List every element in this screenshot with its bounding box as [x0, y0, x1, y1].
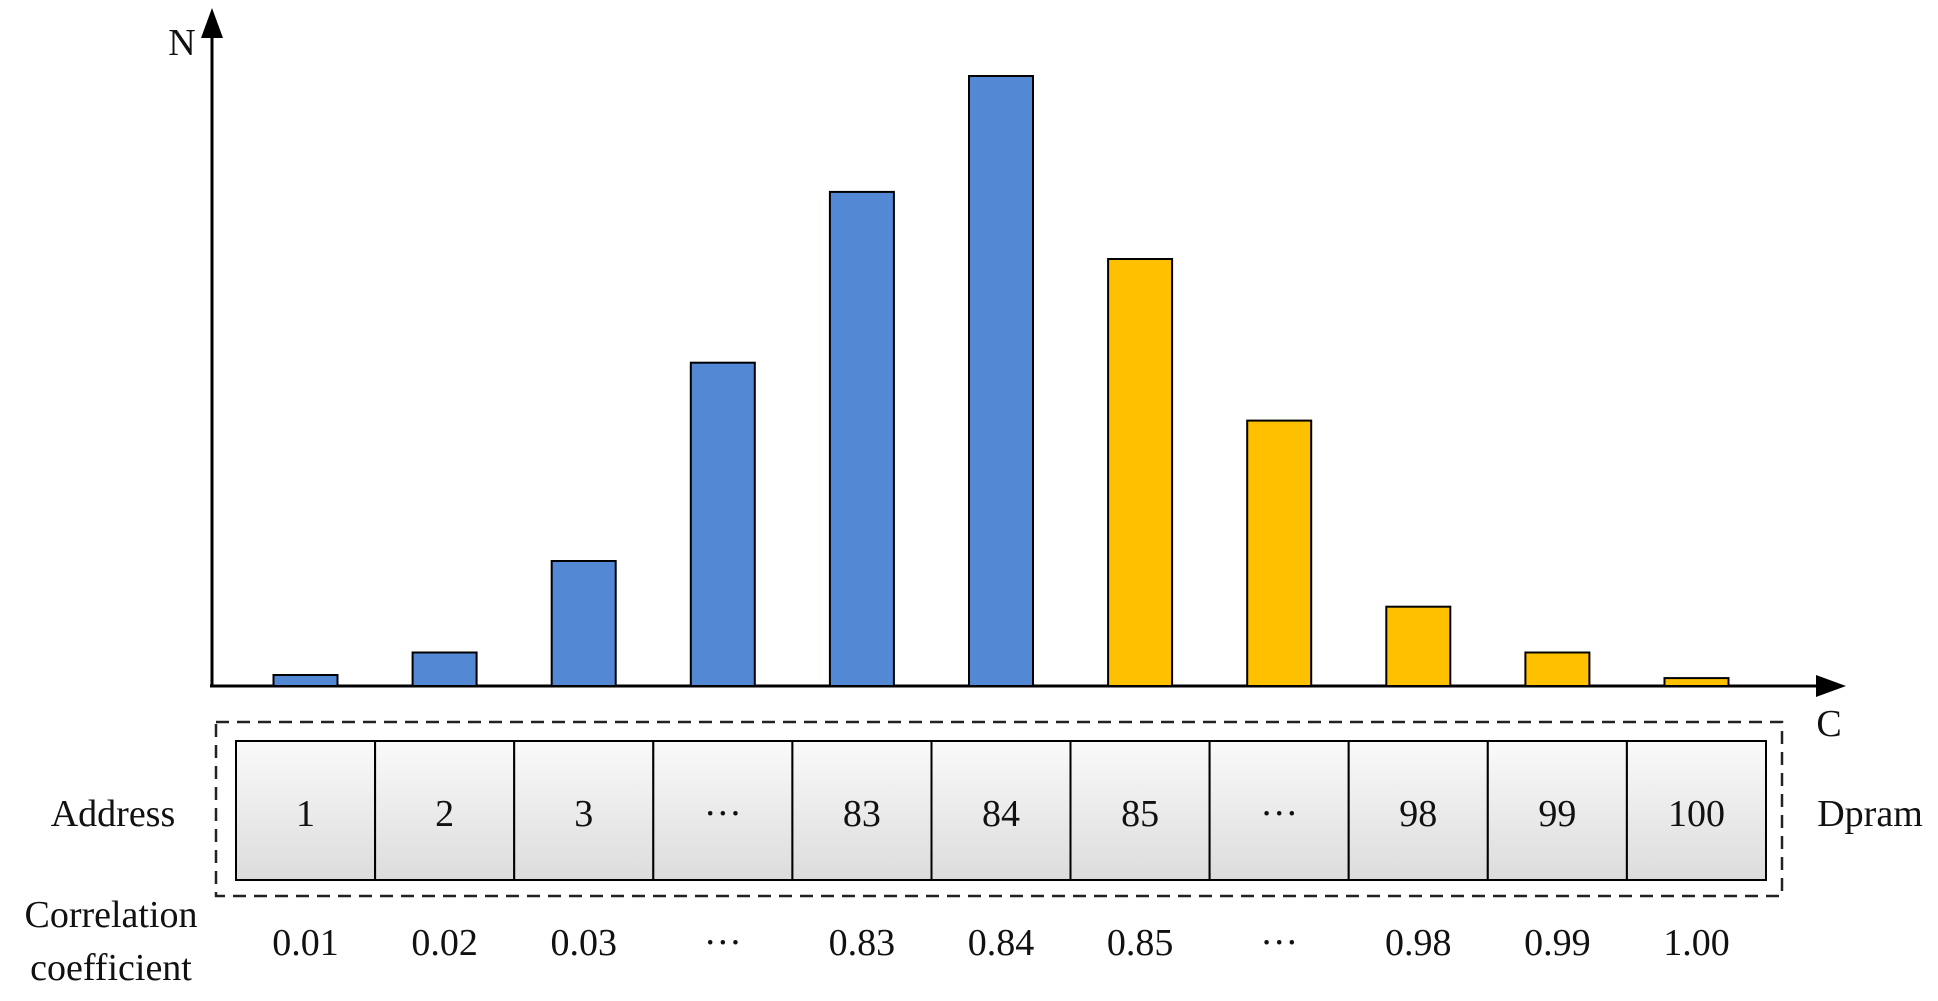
coefficient-value-3: 0.03	[550, 922, 617, 964]
dpram-label: Dpram	[1817, 793, 1923, 835]
address-cell-2	[374, 740, 516, 881]
address-cell-11	[1625, 740, 1768, 881]
bar-3	[550, 560, 617, 687]
x-axis-arrowhead	[1816, 675, 1846, 697]
address-cell-4	[652, 740, 794, 881]
address-value-1: 1	[296, 793, 315, 835]
bar-8	[1246, 419, 1313, 687]
correlation-label-line2: coefficient	[30, 947, 192, 989]
bar-4	[689, 361, 756, 687]
bar-7	[1107, 258, 1174, 687]
address-label: Address	[51, 793, 176, 835]
address-cell-8	[1208, 740, 1350, 881]
x-axis-label: C	[1816, 703, 1841, 745]
address-value-5: 83	[843, 793, 881, 835]
address-value-4: ···	[704, 793, 742, 835]
address-cell-3	[513, 740, 655, 881]
coefficient-value-11: 1.00	[1663, 922, 1730, 964]
address-cell-6	[930, 740, 1072, 881]
address-cell-10	[1486, 740, 1628, 881]
address-value-9: 98	[1399, 793, 1437, 835]
address-value-10: 99	[1538, 793, 1576, 835]
coefficient-value-10: 0.99	[1524, 922, 1591, 964]
coefficient-value-2: 0.02	[411, 922, 478, 964]
bar-5	[828, 190, 895, 687]
bar-2	[411, 651, 478, 687]
address-cells-group: 1 2 3 ··· 83 84 85 ··· 98 99 100	[235, 740, 1768, 881]
coefficient-value-1: 0.01	[272, 922, 339, 964]
bar-10	[1524, 651, 1591, 687]
address-cell-9	[1347, 740, 1489, 881]
bar-11	[1663, 677, 1730, 687]
y-axis-arrowhead	[201, 8, 223, 38]
address-value-2: 2	[435, 793, 454, 835]
coefficient-value-5: 0.83	[829, 922, 896, 964]
coefficient-value-4: ···	[704, 922, 742, 964]
dpram-dashed-frame	[214, 720, 1784, 898]
address-value-3: 3	[574, 793, 593, 835]
address-cell-7	[1069, 740, 1211, 881]
address-value-11: 100	[1668, 793, 1725, 835]
coefficient-value-8: ···	[1260, 922, 1298, 964]
bar-1	[272, 674, 339, 687]
coefficient-row: 0.01 0.02 0.03 ··· 0.83 0.84 0.85 ··· 0.98 0.99 1.…	[272, 922, 1730, 964]
correlation-label-line1: Correlation	[24, 894, 197, 936]
y-axis-label: N	[168, 22, 195, 64]
address-cell-5	[791, 740, 933, 881]
coefficient-value-6: 0.84	[968, 922, 1035, 964]
address-value-6: 84	[982, 793, 1020, 835]
address-value-7: 85	[1121, 793, 1159, 835]
bar-6	[968, 75, 1034, 687]
coefficient-value-7: 0.85	[1107, 922, 1174, 964]
coefficient-value-9: 0.98	[1385, 922, 1452, 964]
address-cell-1	[235, 740, 377, 881]
address-value-8: ···	[1260, 793, 1298, 835]
bar-9	[1385, 605, 1452, 688]
bars-group	[272, 75, 1730, 688]
